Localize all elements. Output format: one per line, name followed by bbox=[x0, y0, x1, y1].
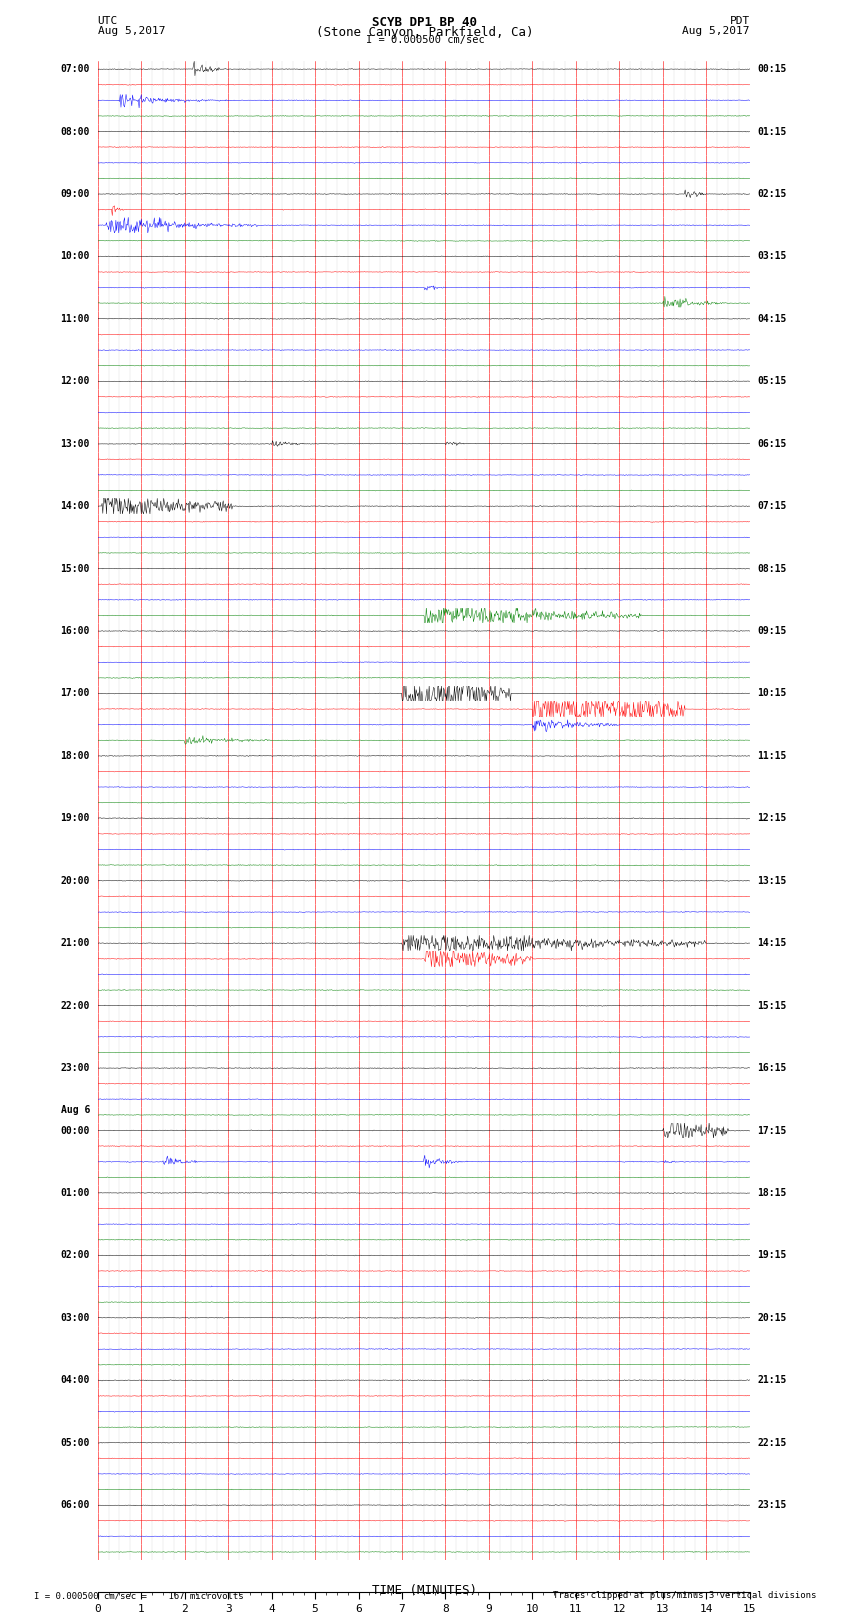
Text: 08:00: 08:00 bbox=[60, 126, 90, 137]
Text: 00:15: 00:15 bbox=[757, 65, 787, 74]
Text: 22:00: 22:00 bbox=[60, 1000, 90, 1011]
Text: 04:00: 04:00 bbox=[60, 1376, 90, 1386]
Text: SCYB DP1 BP 40: SCYB DP1 BP 40 bbox=[372, 16, 478, 29]
Text: 12:15: 12:15 bbox=[757, 813, 787, 823]
Text: 23:00: 23:00 bbox=[60, 1063, 90, 1073]
Text: 21:15: 21:15 bbox=[757, 1376, 787, 1386]
Text: 21:00: 21:00 bbox=[60, 939, 90, 948]
Text: 20:00: 20:00 bbox=[60, 876, 90, 886]
Text: Aug 5,2017: Aug 5,2017 bbox=[683, 26, 750, 35]
Text: 03:00: 03:00 bbox=[60, 1313, 90, 1323]
Text: Aug 5,2017: Aug 5,2017 bbox=[98, 26, 165, 35]
Text: 07:00: 07:00 bbox=[60, 65, 90, 74]
Text: 15:00: 15:00 bbox=[60, 563, 90, 574]
Text: 03:15: 03:15 bbox=[757, 252, 787, 261]
Text: UTC: UTC bbox=[98, 16, 118, 26]
Text: 00:00: 00:00 bbox=[60, 1126, 90, 1136]
Text: 04:15: 04:15 bbox=[757, 315, 787, 324]
Text: 16:15: 16:15 bbox=[757, 1063, 787, 1073]
Text: PDT: PDT bbox=[729, 16, 750, 26]
Text: 08:15: 08:15 bbox=[757, 563, 787, 574]
Text: 16:00: 16:00 bbox=[60, 626, 90, 636]
Text: 06:00: 06:00 bbox=[60, 1500, 90, 1510]
Text: 17:00: 17:00 bbox=[60, 689, 90, 698]
Text: 01:15: 01:15 bbox=[757, 126, 787, 137]
Text: I = 0.000500 cm/sec =    167 microvolts: I = 0.000500 cm/sec = 167 microvolts bbox=[34, 1590, 244, 1600]
Text: 11:15: 11:15 bbox=[757, 752, 787, 761]
Text: 09:00: 09:00 bbox=[60, 189, 90, 198]
Text: 12:00: 12:00 bbox=[60, 376, 90, 386]
Text: Traces clipped at plus/minus 3 vertical divisions: Traces clipped at plus/minus 3 vertical … bbox=[552, 1590, 816, 1600]
Text: 18:00: 18:00 bbox=[60, 752, 90, 761]
Text: 01:00: 01:00 bbox=[60, 1187, 90, 1198]
Text: 11:00: 11:00 bbox=[60, 315, 90, 324]
Text: 14:15: 14:15 bbox=[757, 939, 787, 948]
Text: 20:15: 20:15 bbox=[757, 1313, 787, 1323]
Text: 07:15: 07:15 bbox=[757, 502, 787, 511]
Text: Aug 6: Aug 6 bbox=[60, 1105, 90, 1115]
Text: 23:15: 23:15 bbox=[757, 1500, 787, 1510]
Text: 19:00: 19:00 bbox=[60, 813, 90, 823]
Text: 10:15: 10:15 bbox=[757, 689, 787, 698]
Text: I = 0.000500 cm/sec: I = 0.000500 cm/sec bbox=[366, 35, 484, 45]
Text: 13:15: 13:15 bbox=[757, 876, 787, 886]
Text: TIME (MINUTES): TIME (MINUTES) bbox=[372, 1584, 478, 1597]
Text: 09:15: 09:15 bbox=[757, 626, 787, 636]
Text: 15:15: 15:15 bbox=[757, 1000, 787, 1011]
Text: 06:15: 06:15 bbox=[757, 439, 787, 448]
Text: 17:15: 17:15 bbox=[757, 1126, 787, 1136]
Text: 19:15: 19:15 bbox=[757, 1250, 787, 1260]
Text: 05:15: 05:15 bbox=[757, 376, 787, 386]
Text: 13:00: 13:00 bbox=[60, 439, 90, 448]
Text: 18:15: 18:15 bbox=[757, 1187, 787, 1198]
Text: 02:15: 02:15 bbox=[757, 189, 787, 198]
Text: 05:00: 05:00 bbox=[60, 1437, 90, 1448]
Text: 10:00: 10:00 bbox=[60, 252, 90, 261]
Text: 22:15: 22:15 bbox=[757, 1437, 787, 1448]
Text: 14:00: 14:00 bbox=[60, 502, 90, 511]
Text: 02:00: 02:00 bbox=[60, 1250, 90, 1260]
Text: (Stone Canyon, Parkfield, Ca): (Stone Canyon, Parkfield, Ca) bbox=[316, 26, 534, 39]
